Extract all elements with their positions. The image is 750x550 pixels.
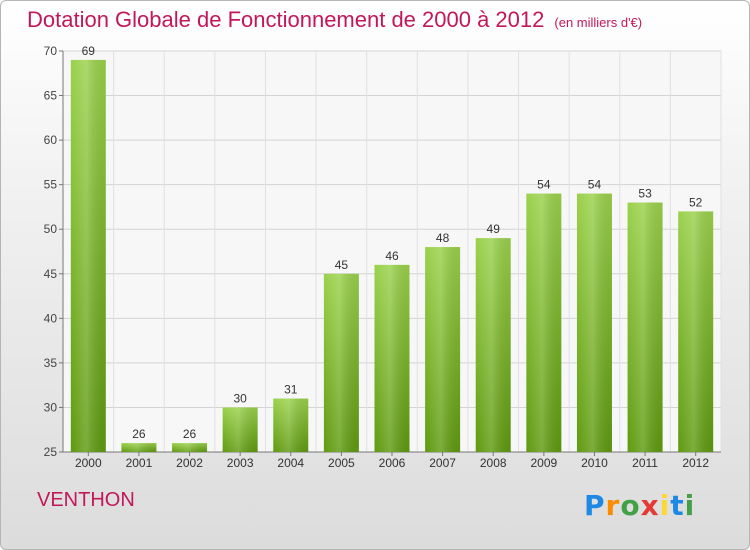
y-tick-label: 60 (44, 133, 58, 147)
chart-title-text: Dotation Globale de Fonctionnement de 20… (27, 7, 545, 32)
bar-highlight (273, 398, 309, 452)
bar-highlight (70, 59, 106, 453)
data-label: 49 (487, 222, 501, 236)
bar-highlight (222, 407, 258, 452)
data-label: 69 (82, 44, 96, 58)
logo-letter: o (620, 489, 641, 522)
chart-title: Dotation Globale de Fonctionnement de 20… (27, 7, 642, 33)
data-label: 54 (588, 178, 602, 192)
bar-highlight (475, 238, 511, 452)
y-tick-label: 55 (44, 178, 58, 192)
y-tick-label: 40 (44, 311, 58, 325)
logo-letter: i (659, 489, 671, 522)
data-label: 30 (233, 391, 247, 405)
data-label: 54 (537, 178, 551, 192)
y-tick-label: 50 (44, 222, 58, 236)
x-tick-label: 2009 (530, 456, 557, 470)
data-label: 48 (436, 231, 450, 245)
x-tick-label: 2010 (581, 456, 608, 470)
x-tick-label: 2002 (176, 456, 203, 470)
y-tick-label: 45 (44, 267, 58, 281)
bar-highlight (526, 193, 562, 453)
y-tick-label: 35 (44, 356, 58, 370)
logo-letter: x (640, 489, 660, 522)
x-tick-label: 2006 (379, 456, 406, 470)
x-tick-label: 2008 (480, 456, 507, 470)
bar-highlight (121, 443, 157, 452)
data-label: 46 (385, 249, 399, 263)
data-label: 31 (284, 383, 298, 397)
logo-letter: t (670, 489, 685, 522)
region-name: VENTHON (37, 489, 135, 511)
bar-highlight (374, 264, 410, 452)
data-label: 53 (638, 186, 652, 200)
bar-highlight (172, 443, 208, 452)
bar-highlight (323, 273, 359, 452)
x-tick-label: 2004 (277, 456, 304, 470)
logo-letter: P (584, 489, 606, 522)
x-tick-label: 2012 (682, 456, 709, 470)
bar-highlight (576, 193, 612, 453)
y-tick-label: 25 (44, 445, 58, 459)
bars (70, 59, 714, 453)
bar-highlight (678, 211, 714, 452)
x-tick-label: 2007 (429, 456, 456, 470)
x-tick-label: 2011 (632, 456, 658, 470)
unit-note: (en milliers d'€) (554, 15, 643, 30)
data-label: 45 (335, 258, 349, 272)
x-tick-label: 2003 (227, 456, 254, 470)
x-tick-label: 2005 (328, 456, 355, 470)
logo-letter: r (605, 489, 621, 522)
y-tick-label: 30 (44, 400, 58, 414)
proxiti-logo[interactable]: Proxiti (584, 489, 695, 522)
data-label: 26 (132, 427, 146, 441)
logo-letter: i (684, 489, 696, 522)
data-label: 52 (689, 195, 703, 209)
y-tick-label: 70 (44, 44, 58, 58)
data-labels: 69 26 26 30 31 45 46 48 49 54 54 53 52 (82, 44, 703, 441)
x-tick-label: 2000 (75, 456, 102, 470)
bar-highlight (627, 202, 663, 452)
data-label: 26 (183, 427, 197, 441)
bar-highlight (425, 247, 461, 452)
y-tick-label: 65 (44, 89, 58, 103)
x-tick-label: 2001 (126, 456, 153, 470)
